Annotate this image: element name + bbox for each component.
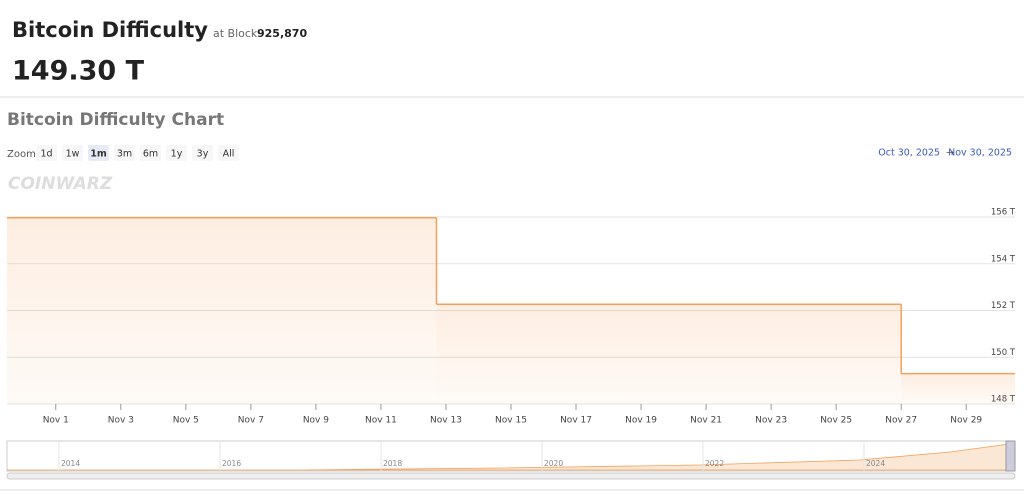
navigator-label: 2018 xyxy=(383,459,402,468)
zoom-button-bg[interactable] xyxy=(62,145,83,161)
zoom-button-bg[interactable] xyxy=(192,145,213,161)
x-tick-label: Nov 17 xyxy=(560,416,592,426)
zoom-button[interactable]: 6m xyxy=(143,149,158,160)
zoom-button-bg[interactable] xyxy=(114,145,135,161)
y-tick-label: 154 T xyxy=(991,254,1016,264)
zoom-button[interactable]: All xyxy=(223,149,235,160)
x-tick-label: Nov 3 xyxy=(108,416,134,426)
zoom-button[interactable]: 1w xyxy=(66,149,80,160)
range-from[interactable]: Oct 30, 2025 xyxy=(878,148,940,159)
navigator-label: 2022 xyxy=(705,459,724,468)
page-title: Bitcoin Difficulty xyxy=(12,18,208,42)
x-tick-label: Nov 27 xyxy=(885,416,917,426)
area-segment xyxy=(436,304,902,404)
block-number: 925,870 xyxy=(257,27,307,40)
x-tick-label: Nov 29 xyxy=(950,416,982,426)
x-tick-label: Nov 7 xyxy=(238,416,264,426)
x-tick-label: Nov 11 xyxy=(365,416,397,426)
zoom-button[interactable]: 1m xyxy=(90,149,107,160)
zoom-button[interactable]: 3y xyxy=(197,149,209,160)
x-tick-label: Nov 1 xyxy=(43,416,69,426)
x-tick-label: Nov 9 xyxy=(303,416,329,426)
zoom-button-bg[interactable] xyxy=(218,145,239,161)
x-tick-label: Nov 5 xyxy=(173,416,199,426)
navigator-label: 2020 xyxy=(544,459,563,468)
range-arrow: → xyxy=(946,148,954,159)
x-tick-label: Nov 23 xyxy=(755,416,787,426)
y-tick-label: 150 T xyxy=(991,348,1016,358)
zoom-label: Zoom xyxy=(7,149,36,160)
area-segment xyxy=(901,373,1015,404)
navigator-handle[interactable] xyxy=(1005,440,1016,472)
y-tick-label: 152 T xyxy=(991,301,1016,311)
x-tick-label: Nov 15 xyxy=(495,416,527,426)
range-to[interactable]: Nov 30, 2025 xyxy=(948,148,1012,159)
zoom-button-bg[interactable] xyxy=(36,145,57,161)
navigator-label: 2014 xyxy=(61,459,80,468)
x-tick-label: Nov 13 xyxy=(430,416,462,426)
watermark: COINWARZ xyxy=(8,174,113,194)
x-tick-label: Nov 25 xyxy=(820,416,852,426)
zoom-button[interactable]: 1d xyxy=(40,149,52,160)
zoom-button-bg[interactable] xyxy=(166,145,187,161)
navigator-label: 2024 xyxy=(866,459,885,468)
current-value: 149.30 T xyxy=(12,56,145,87)
zoom-button-bg[interactable] xyxy=(140,145,161,161)
scrollbar[interactable] xyxy=(6,472,1016,480)
zoom-button-bg[interactable] xyxy=(88,145,109,161)
area-segment xyxy=(7,217,437,404)
block-prefix: at Block xyxy=(213,27,258,40)
y-tick-label: 156 T xyxy=(991,208,1016,218)
chart-title: Bitcoin Difficulty Chart xyxy=(7,110,224,130)
zoom-button[interactable]: 1y xyxy=(171,149,183,160)
zoom-button[interactable]: 3m xyxy=(117,149,132,160)
navigator-label: 2016 xyxy=(222,459,241,468)
x-tick-label: Nov 19 xyxy=(625,416,657,426)
x-tick-label: Nov 21 xyxy=(690,416,722,426)
